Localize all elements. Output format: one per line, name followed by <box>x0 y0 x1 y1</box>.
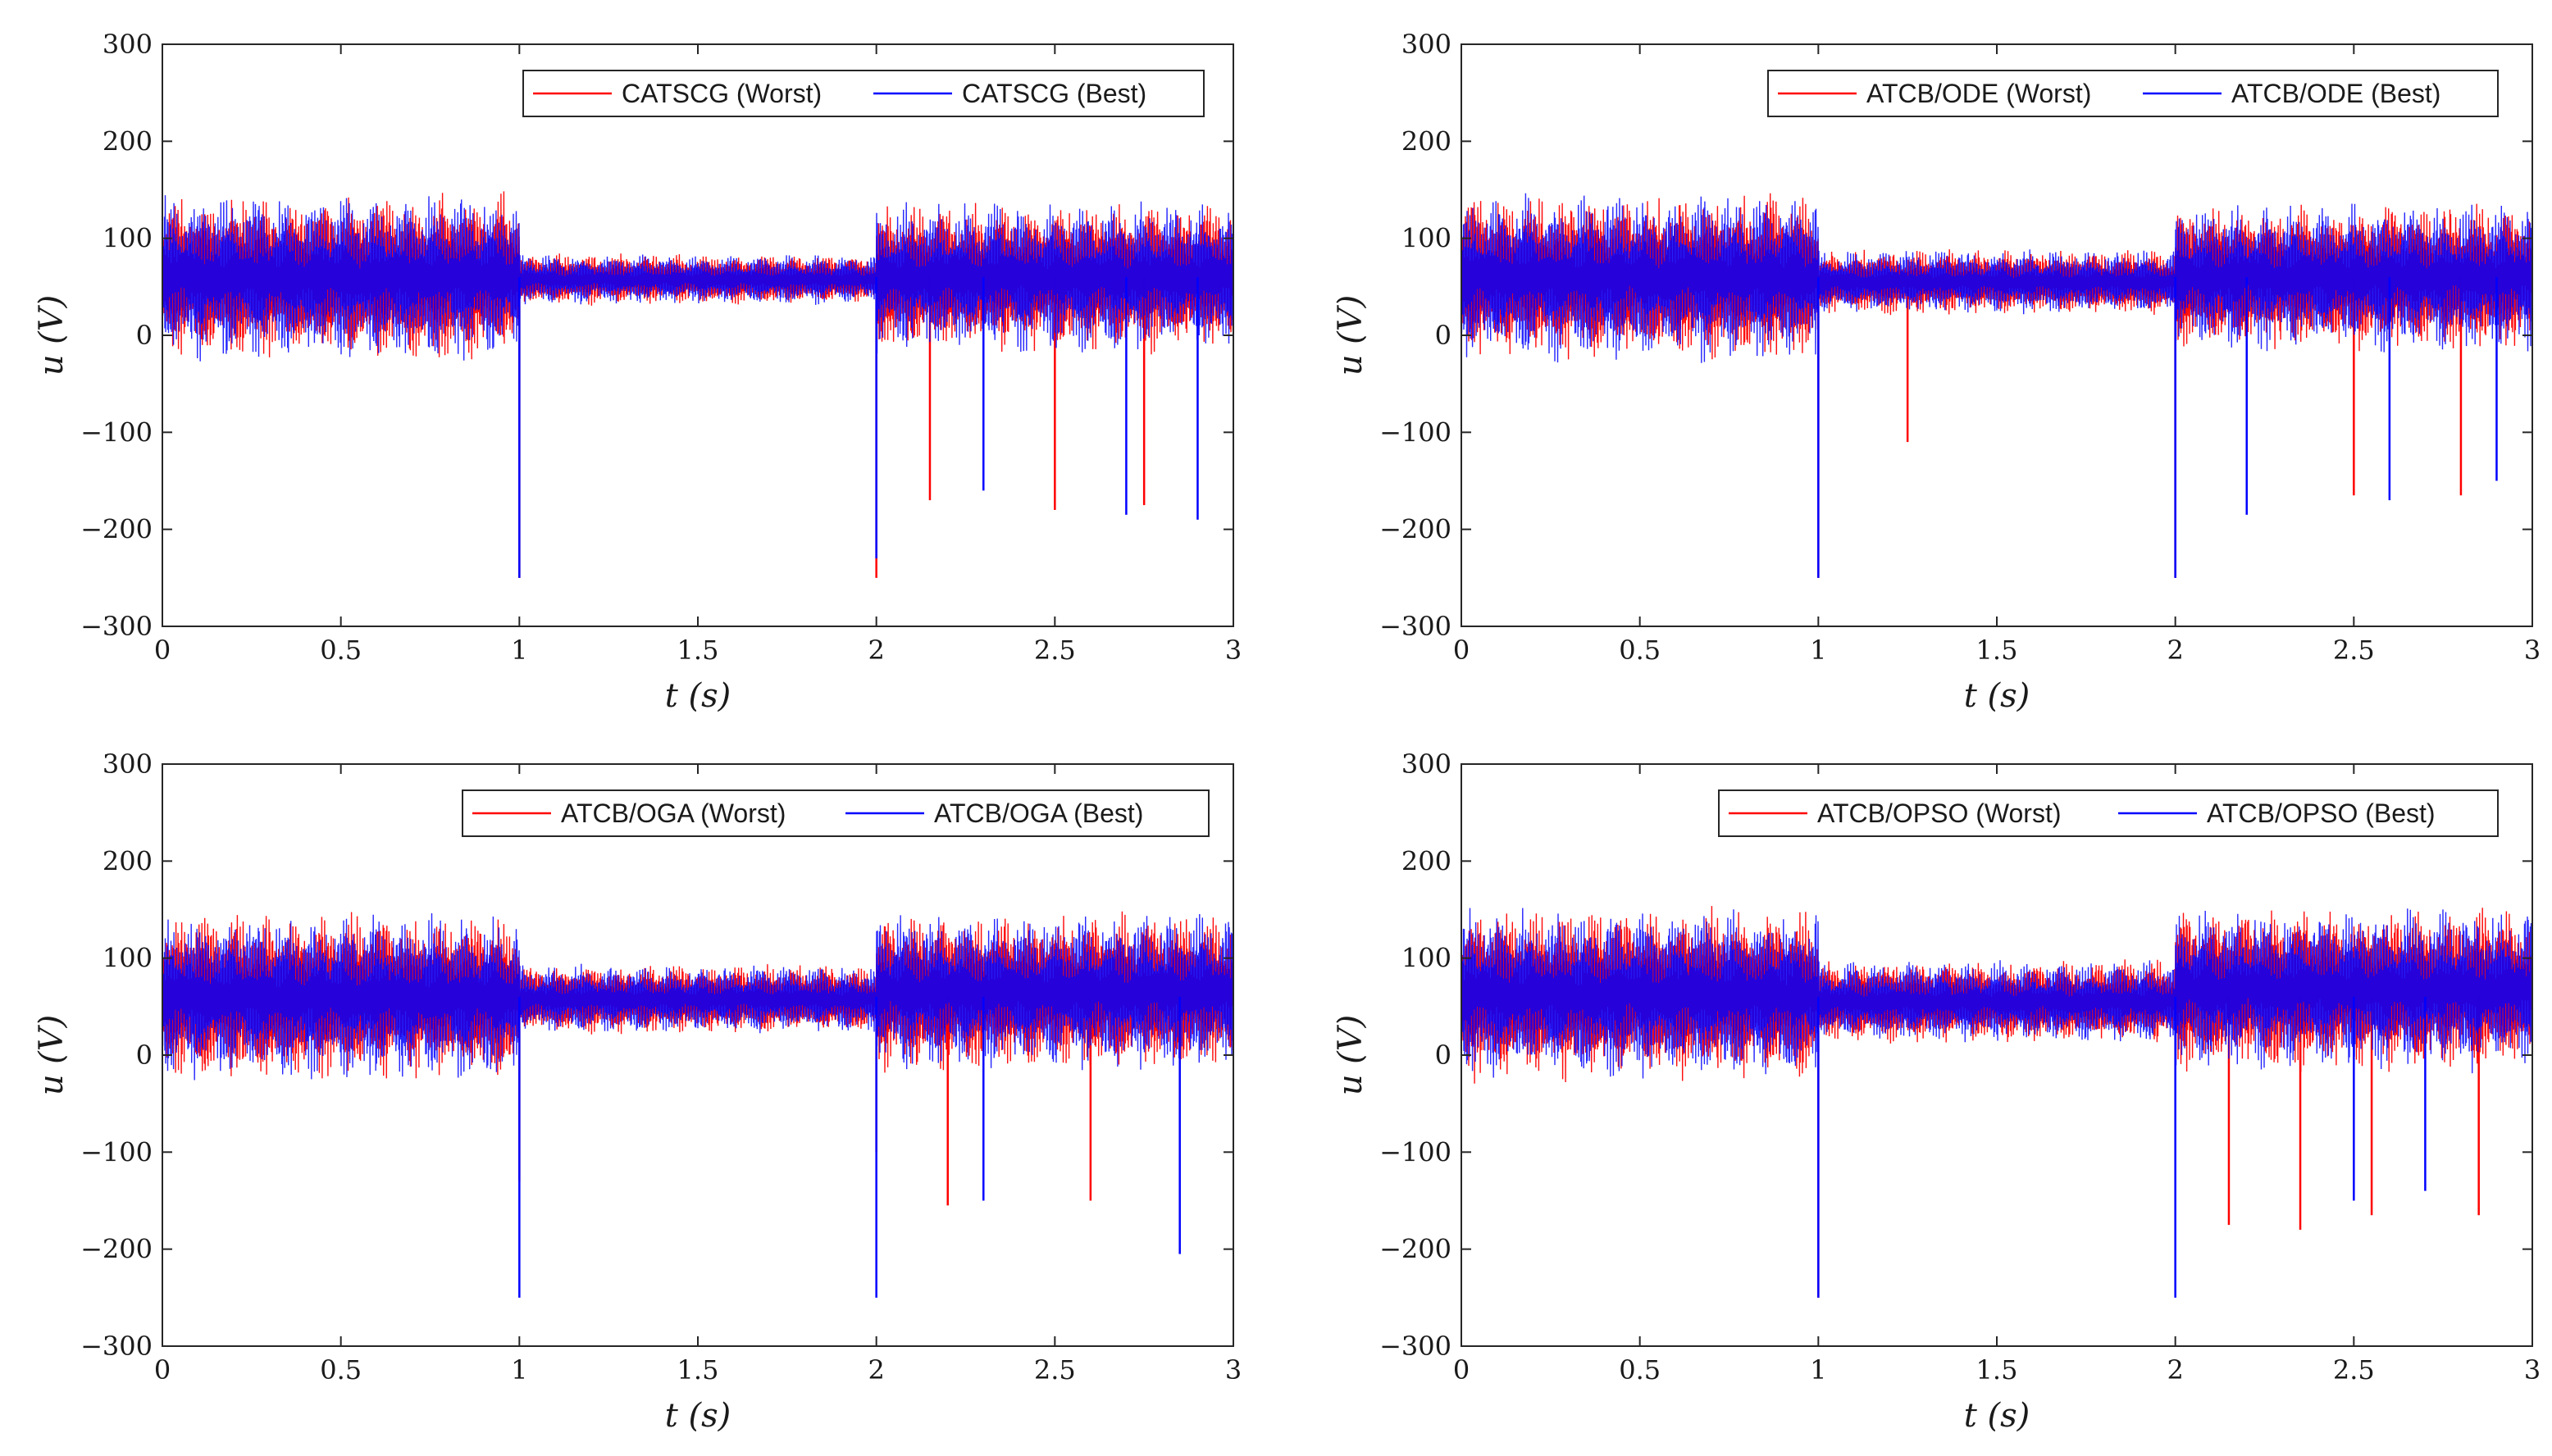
y-tick-label: 100 <box>103 223 153 254</box>
legend: ATCB/OPSO (Worst) ATCB/OPSO (Best) <box>1718 789 2499 837</box>
traces <box>162 911 1233 1298</box>
x-tick-label: 1 <box>1810 1354 1826 1385</box>
y-tick-label: 100 <box>1401 223 1451 254</box>
x-tick-label: 0.5 <box>320 635 362 666</box>
traces <box>162 191 1233 578</box>
y-axis-label: u (V) <box>1332 1015 1369 1096</box>
y-tick-label: −200 <box>1379 1234 1451 1265</box>
chart-panel-4: 0 0.5 1 1.5 2 2.5 3 300 200 100 0 −100 −200 −300 t (s)… <box>1332 748 2541 1435</box>
y-axis-label: u (V) <box>33 1015 71 1096</box>
legend-box <box>522 70 1205 117</box>
legend-box <box>1767 70 2499 117</box>
x-tick-label: 3 <box>2524 635 2541 666</box>
x-tick-label: 0 <box>154 1354 171 1385</box>
legend-entry-best: ATCB/OPSO (Best) <box>2207 799 2436 828</box>
legend: ATCB/ODE (Worst) ATCB/ODE (Best) <box>1767 70 2499 117</box>
x-axis-label: t (s) <box>1964 677 2030 715</box>
x-tick-label: 2.5 <box>1034 1354 1076 1385</box>
x-tick-label: 0.5 <box>1619 1354 1661 1385</box>
y-tick-label: 200 <box>1401 125 1451 157</box>
legend-box <box>462 789 1210 837</box>
x-tick-label: 0.5 <box>1619 635 1661 666</box>
y-tick-label: 100 <box>1401 943 1451 974</box>
y-tick-label: −200 <box>1379 514 1451 545</box>
x-tick-label: 2.5 <box>1034 635 1076 666</box>
y-tick-label: −100 <box>80 1136 153 1167</box>
x-tick-label: 1 <box>511 635 527 666</box>
y-tick-label: −300 <box>80 1331 153 1362</box>
legend-entry-worst: ATCB/OPSO (Worst) <box>1817 799 2062 828</box>
chart-panel-1: 0 0.5 1 1.5 2 2.5 3 300 200 100 0 −100 −200 −300 t (s)… <box>33 29 1242 715</box>
y-tick-label: 200 <box>103 125 153 157</box>
y-tick-label: 300 <box>103 29 153 60</box>
x-tick-label: 0 <box>1453 1354 1470 1385</box>
series-line-best <box>1461 908 2532 1079</box>
y-tick-label: −100 <box>80 416 153 448</box>
x-tick-label: 1.5 <box>1976 635 2018 666</box>
y-tick-label: 0 <box>1435 1040 1451 1071</box>
legend-entry-best: ATCB/OGA (Best) <box>934 799 1143 828</box>
y-tick-label: 100 <box>103 943 153 974</box>
x-tick-label: 3 <box>1225 1354 1242 1385</box>
x-tick-label: 1 <box>1810 635 1826 666</box>
y-tick-label: 200 <box>1401 845 1451 876</box>
y-tick-label: 0 <box>1435 320 1451 351</box>
legend-entry-best: CATSCG (Best) <box>962 79 1146 108</box>
x-tick-label: 2.5 <box>2333 1354 2375 1385</box>
chart-panel-2: 0 0.5 1 1.5 2 2.5 3 300 200 100 0 −100 −200 −300 t (s)… <box>1332 29 2541 715</box>
x-tick-label: 3 <box>2524 1354 2541 1385</box>
y-tick-label: 0 <box>136 1040 153 1071</box>
y-tick-label: −300 <box>1379 1331 1451 1362</box>
y-axis-label: u (V) <box>1332 295 1369 376</box>
y-tick-label: −200 <box>80 1234 153 1265</box>
x-tick-label: 2 <box>868 1354 884 1385</box>
plot-area <box>1461 44 2532 626</box>
x-tick-label: 2 <box>868 635 884 666</box>
x-tick-label: 2.5 <box>2333 635 2375 666</box>
y-tick-label: −300 <box>80 611 153 642</box>
x-tick-label: 0 <box>1453 635 1470 666</box>
y-tick-label: 200 <box>103 845 153 876</box>
traces <box>1461 193 2532 578</box>
y-tick-label: −100 <box>1379 1136 1451 1167</box>
legend-entry-worst: ATCB/ODE (Worst) <box>1866 79 2091 108</box>
legend-entry-best: ATCB/ODE (Best) <box>2231 79 2440 108</box>
y-tick-label: 300 <box>103 748 153 780</box>
x-tick-label: 2 <box>2167 635 2183 666</box>
y-tick-label: 300 <box>1401 29 1451 60</box>
chart-panel-3: 0 0.5 1 1.5 2 2.5 3 300 200 100 0 −100 −200 −300 t (s)… <box>33 748 1242 1435</box>
x-tick-label: 1 <box>511 1354 527 1385</box>
series-line-best <box>162 912 1233 1081</box>
traces <box>1461 906 2532 1298</box>
y-tick-label: −100 <box>1379 416 1451 448</box>
x-tick-label: 3 <box>1225 635 1242 666</box>
y-axis-label: u (V) <box>33 295 71 376</box>
series-line-best <box>1461 193 2532 363</box>
y-tick-label: −300 <box>1379 611 1451 642</box>
legend-entry-worst: CATSCG (Worst) <box>622 79 822 108</box>
legend: ATCB/OGA (Worst) ATCB/OGA (Best) <box>462 789 1210 837</box>
y-tick-label: 300 <box>1401 748 1451 780</box>
series-line-best <box>162 195 1233 362</box>
x-tick-label: 1.5 <box>677 635 719 666</box>
x-tick-label: 1.5 <box>677 1354 719 1385</box>
x-tick-label: 1.5 <box>1976 1354 2018 1385</box>
x-tick-label: 0.5 <box>320 1354 362 1385</box>
x-axis-label: t (s) <box>665 1397 731 1435</box>
legend: CATSCG (Worst) CATSCG (Best) <box>522 70 1205 117</box>
legend-box <box>1718 789 2499 837</box>
x-axis-label: t (s) <box>1964 1397 2030 1435</box>
x-axis-label: t (s) <box>665 677 731 715</box>
y-tick-label: 0 <box>136 320 153 351</box>
x-tick-label: 2 <box>2167 1354 2183 1385</box>
x-tick-label: 0 <box>154 635 171 666</box>
legend-entry-worst: ATCB/OGA (Worst) <box>561 799 786 828</box>
y-tick-label: −200 <box>80 514 153 545</box>
